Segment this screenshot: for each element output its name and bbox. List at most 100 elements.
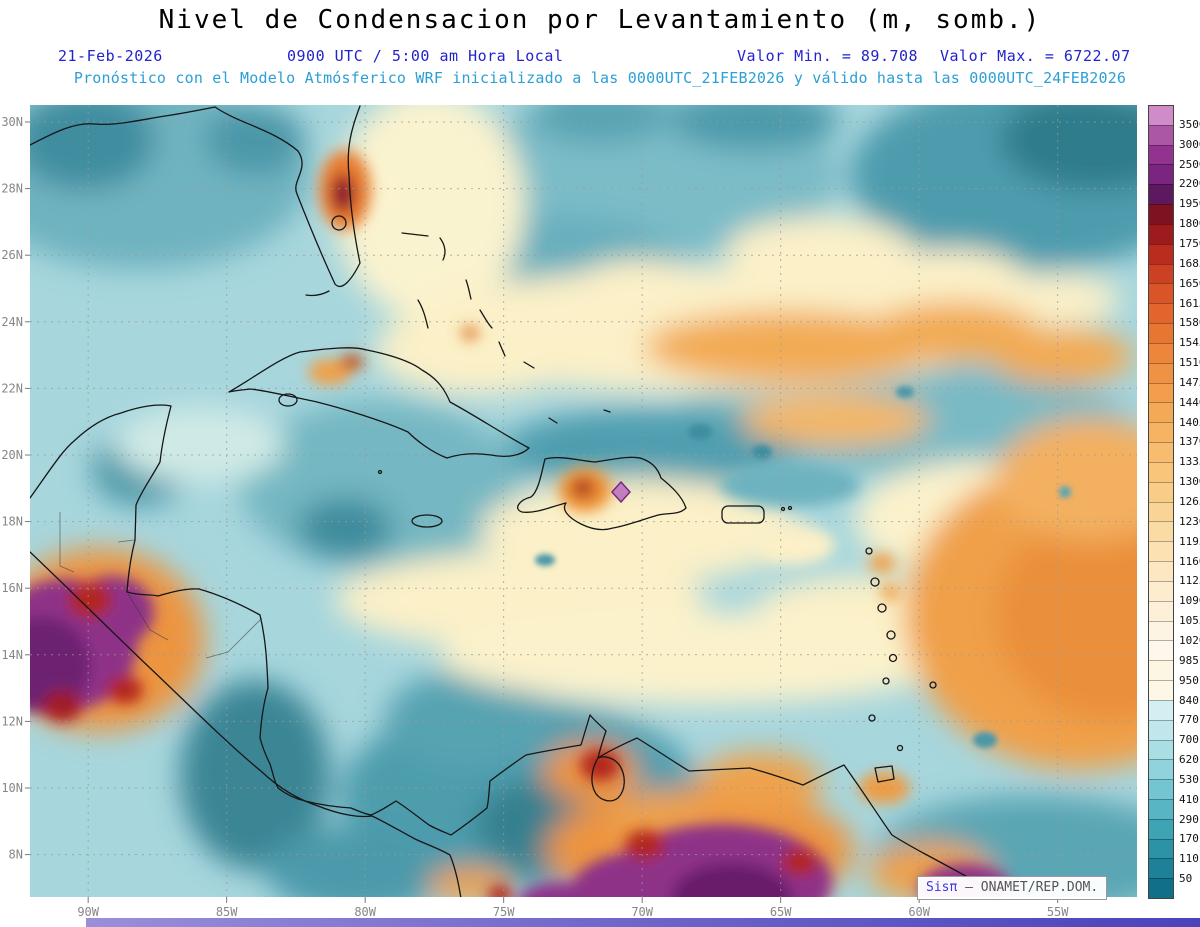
colorbar-label: 1650	[1179, 276, 1200, 290]
colorbar-cell	[1149, 461, 1173, 482]
colorbar-label: 1335	[1179, 455, 1200, 469]
colorbar-cell	[1149, 818, 1173, 839]
watermark-separator: –	[965, 880, 973, 895]
lat-tick-label: 20N	[1, 448, 23, 462]
colorbar-label: 1300	[1179, 475, 1200, 489]
colorbar	[1148, 105, 1174, 899]
colorbar-label: 1685	[1179, 256, 1200, 270]
colorbar-cell	[1149, 184, 1173, 205]
watermark: Sisπ – ONAMET/REP.DOM.	[917, 876, 1108, 900]
colorbar-label: 530	[1179, 772, 1199, 786]
colorbar-cell	[1149, 243, 1173, 264]
colorbar-cell	[1149, 323, 1173, 343]
colorbar-cell	[1149, 600, 1173, 621]
colorbar-cell	[1149, 144, 1173, 165]
lon-tick-label: 55W	[1047, 905, 1069, 919]
axis-labels: 90W 85W 80W 75W 70W 65W 60W 55W 30N 28N 26N 24N 22N 2…	[1, 115, 1069, 919]
forecast-subtitle: Pronóstico con el Modelo Atmósferico WRF…	[73, 69, 1127, 87]
colorbar-cell	[1149, 164, 1173, 185]
colorbar-cell	[1149, 481, 1173, 502]
colorbar-cell	[1149, 362, 1173, 383]
lat-tick-label: 10N	[1, 781, 23, 795]
colorbar-cell	[1149, 382, 1173, 403]
watermark-org: ONAMET/REP.DOM.	[980, 880, 1099, 895]
min-value-label: Valor Min. = 89.708	[737, 47, 919, 65]
lon-tick-label: 60W	[908, 905, 930, 919]
lon-tick-label: 75W	[493, 905, 515, 919]
colorbar-cell	[1149, 858, 1173, 879]
graticule	[30, 105, 1137, 897]
watermark-brand: Sisπ	[926, 880, 958, 895]
colorbar-cell	[1149, 223, 1173, 244]
lon-tick-label: 70W	[631, 905, 653, 919]
colorbar-cell	[1149, 521, 1173, 542]
colorbar-cell	[1149, 779, 1173, 799]
colorbar-cell	[1149, 620, 1173, 641]
colorbar-label: 1160	[1179, 554, 1200, 568]
colorbar-label: 1195	[1179, 534, 1200, 548]
colorbar-label: 1950	[1179, 197, 1200, 211]
colorbar-label: 985	[1179, 653, 1199, 667]
colorbar-cell	[1149, 422, 1173, 443]
colorbar-label: 840	[1179, 693, 1199, 707]
colorbar-label: 2500	[1179, 157, 1200, 171]
max-value-label: Valor Max. = 6722.07	[940, 47, 1131, 65]
colorbar-cell	[1149, 283, 1173, 304]
colorbar-label: 950	[1179, 673, 1199, 687]
colorbar-cell	[1149, 759, 1173, 780]
colorbar-cell	[1149, 739, 1173, 760]
colorbar-cell	[1149, 204, 1173, 224]
lat-tick-label: 18N	[1, 515, 23, 529]
colorbar-label: 700	[1179, 733, 1199, 747]
colorbar-cell	[1149, 106, 1173, 125]
colorbar-cell	[1149, 442, 1173, 462]
diamond-marker	[610, 480, 632, 504]
colorbar-cell	[1149, 342, 1173, 363]
colorbar-label: 1580	[1179, 316, 1200, 330]
coastlines	[30, 105, 1002, 897]
colorbar-label: 1090	[1179, 594, 1200, 608]
lat-tick-label: 16N	[1, 581, 23, 595]
colorbar-label: 1510	[1179, 356, 1200, 370]
colorbar-label: 1800	[1179, 217, 1200, 231]
lat-tick-label: 12N	[1, 714, 23, 728]
colorbar-label: 1475	[1179, 375, 1200, 389]
footer-brand-bar	[86, 918, 1200, 927]
colorbar-cell	[1149, 580, 1173, 601]
lat-tick-label: 22N	[1, 381, 23, 395]
colorbar-cell	[1149, 838, 1173, 859]
colorbar-label: 290	[1179, 812, 1199, 826]
lat-tick-label: 14N	[1, 648, 23, 662]
colorbar-label: 110	[1179, 852, 1199, 866]
lat-tick-label: 30N	[1, 115, 23, 129]
colorbar-cell	[1149, 263, 1173, 284]
colorbar-label: 2200	[1179, 177, 1200, 191]
colorbar-label: 1370	[1179, 435, 1200, 449]
colorbar-cell	[1149, 680, 1173, 700]
colorbar-label: 1020	[1179, 633, 1200, 647]
date-label: 21-Feb-2026	[58, 47, 163, 65]
colorbar-label: 1405	[1179, 415, 1200, 429]
colorbar-cell	[1149, 561, 1173, 581]
colorbar-cell	[1149, 541, 1173, 562]
colorbar-label: 1055	[1179, 614, 1200, 628]
colorbar-labels: 3500 3000 2500 2200 1950 1800 1750 1685 1650 1615…	[1179, 105, 1200, 899]
colorbar-cell	[1149, 303, 1173, 324]
colorbar-label: 1545	[1179, 336, 1200, 350]
lon-tick-label: 65W	[770, 905, 792, 919]
colorbar-cell	[1149, 402, 1173, 423]
colorbar-label: 170	[1179, 832, 1199, 846]
lat-tick-label: 24N	[1, 315, 23, 329]
colorbar-label: 3500	[1179, 117, 1200, 131]
colorbar-label: 50	[1179, 872, 1193, 886]
colorbar-label: 1440	[1179, 395, 1200, 409]
lat-tick-label: 28N	[1, 182, 23, 196]
lat-tick-label: 8N	[9, 848, 23, 862]
lat-tick-label: 26N	[1, 248, 23, 262]
colorbar-cell	[1149, 660, 1173, 681]
colorbar-cell	[1149, 640, 1173, 661]
contour-field	[30, 105, 1137, 897]
colorbar-cell	[1149, 878, 1173, 899]
colorbar-label: 1125	[1179, 574, 1200, 588]
